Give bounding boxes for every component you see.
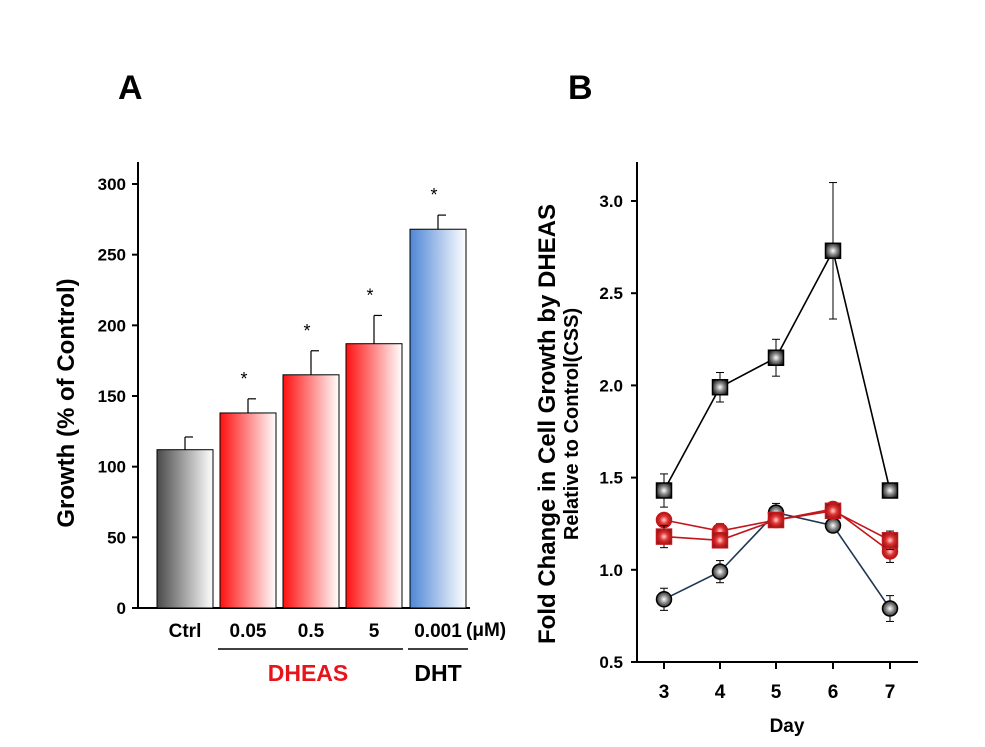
b-series-line	[663, 248, 891, 491]
b-y-axis-title-line2: Relative to Control(CSS)	[561, 308, 583, 540]
b-y-axis-title-line1: Fold Change in Cell Growth by DHEAS	[534, 204, 561, 644]
b-x-tick-label: 4	[715, 682, 726, 703]
b-point-square	[655, 482, 673, 499]
b-point-circle	[711, 563, 729, 580]
a-y-axis-title: Growth (% of Control)	[53, 278, 80, 527]
b-point-square	[881, 532, 899, 549]
b-point-square	[767, 511, 785, 529]
b-y-tick-label: 1.5	[599, 469, 623, 488]
b-y-tick-label: 3.0	[599, 192, 623, 211]
b-x-axis-title: Day	[770, 716, 805, 737]
b-point-square	[711, 532, 729, 549]
b-point-square	[767, 349, 785, 366]
b-y-tick-label: 0.5	[599, 653, 623, 672]
b-x-tick-label: 3	[659, 682, 670, 703]
a-bar	[282, 374, 340, 609]
a-y-tick-label: 200	[98, 316, 126, 335]
a-bar	[345, 343, 403, 609]
panel-b-line-chart: 0.5 1.0 1.5 2.0 2.5 3.0 3 4 5 6 7 Day Fold Change in…	[534, 162, 918, 737]
a-category-label: 0.001	[414, 621, 462, 642]
b-x-tick-label: 6	[828, 682, 839, 703]
b-x-tick-label: 5	[771, 682, 782, 703]
a-bar	[156, 449, 214, 609]
a-significance-star: *	[366, 285, 373, 305]
a-y-tick-label: 100	[98, 458, 126, 477]
b-y-tick-label: 2.0	[599, 376, 623, 395]
a-bar	[219, 412, 277, 609]
a-significance-star: *	[303, 321, 310, 341]
a-unit-label: (μM)	[466, 620, 506, 641]
b-y-tick-label: 2.5	[599, 284, 623, 303]
a-y-tick-label: 0	[117, 599, 126, 618]
b-point-circle	[655, 591, 673, 608]
panel-a-bar-chart: 0 50 100 150 200 250 300 Growth (% of Control) C…	[53, 162, 506, 686]
a-y-tick-label: 50	[107, 528, 126, 547]
b-point-square	[881, 482, 899, 499]
b-point-square	[824, 502, 842, 520]
b-x-tick-label: 7	[885, 682, 896, 703]
a-category-label: Ctrl	[169, 621, 202, 642]
a-category-label: 0.5	[298, 621, 325, 642]
b-y-tick-label: 1.0	[599, 561, 623, 580]
a-y-tick-label: 300	[98, 175, 126, 194]
a-group-label-dheas: DHEAS	[268, 660, 349, 686]
panel-label-a: A	[118, 69, 143, 107]
b-point-circle	[824, 517, 842, 534]
a-y-tick-label: 250	[98, 246, 126, 265]
a-category-label: 0.05	[230, 621, 267, 642]
panel-label-b: B	[568, 69, 593, 107]
a-group-label-dht: DHT	[414, 660, 461, 686]
a-category-label: 5	[369, 621, 380, 642]
b-point-square	[655, 528, 673, 545]
a-y-tick-label: 150	[98, 387, 126, 406]
a-bar	[409, 228, 467, 609]
a-significance-star: *	[240, 369, 247, 389]
a-significance-star: *	[430, 185, 437, 205]
b-point-square	[711, 378, 729, 396]
b-point-circle	[881, 600, 899, 617]
b-point-square	[824, 242, 842, 260]
